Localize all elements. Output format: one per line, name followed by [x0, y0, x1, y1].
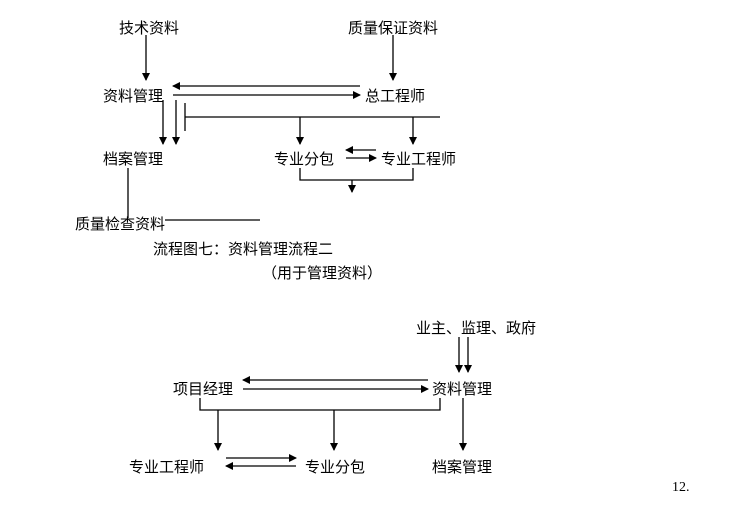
f1-node-archive: 档案管理 — [103, 148, 163, 169]
f2-node-archive: 档案管理 — [432, 456, 492, 477]
f1-node-tech-data: 技术资料 — [119, 17, 179, 38]
f1-caption-1: 流程图七：资料管理流程二 — [153, 238, 333, 259]
diagram-canvas: 技术资料 质量保证资料 资料管理 总工程师 档案管理 专业分包 专业工程师 质量… — [0, 0, 736, 507]
f2-node-pm: 项目经理 — [173, 378, 233, 399]
f1-node-spec-eng: 专业工程师 — [381, 148, 456, 169]
f2-node-spec-eng: 专业工程师 — [129, 456, 204, 477]
f1-node-qa-data: 质量保证资料 — [348, 17, 438, 38]
f1-node-data-mgmt: 资料管理 — [103, 85, 163, 106]
f2-node-data-mgmt: 资料管理 — [432, 378, 492, 399]
page-number: 12. — [672, 480, 690, 496]
edges-layer — [0, 0, 736, 507]
f2-node-owner: 业主、监理、政府 — [416, 317, 536, 338]
f1-node-qc-data: 质量检查资料 — [75, 213, 165, 234]
f1-node-chief-eng: 总工程师 — [365, 85, 425, 106]
f2-node-subcontract: 专业分包 — [305, 456, 365, 477]
f1-node-subcontract: 专业分包 — [274, 148, 334, 169]
f1-caption-2: （用于管理资料） — [262, 262, 382, 283]
